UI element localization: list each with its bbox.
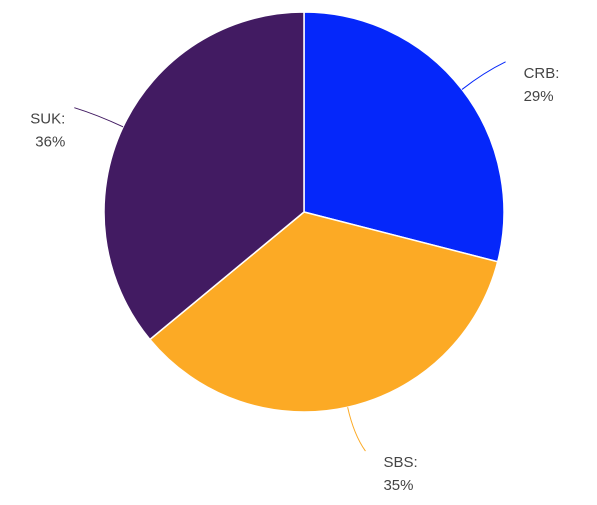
slice-label: SUK: — [30, 111, 65, 128]
slice-label: CRB: — [524, 65, 560, 82]
slice-value-label: 35% — [383, 477, 413, 494]
leader-line — [74, 107, 124, 128]
pie-slice — [303, 11, 505, 263]
slice-value-label: 29% — [524, 88, 554, 105]
pie-slice — [103, 11, 305, 341]
leader-line — [347, 407, 366, 452]
slice-value-label: 36% — [35, 134, 65, 151]
slice-label: SBS: — [383, 454, 417, 471]
leader-line — [461, 61, 506, 90]
